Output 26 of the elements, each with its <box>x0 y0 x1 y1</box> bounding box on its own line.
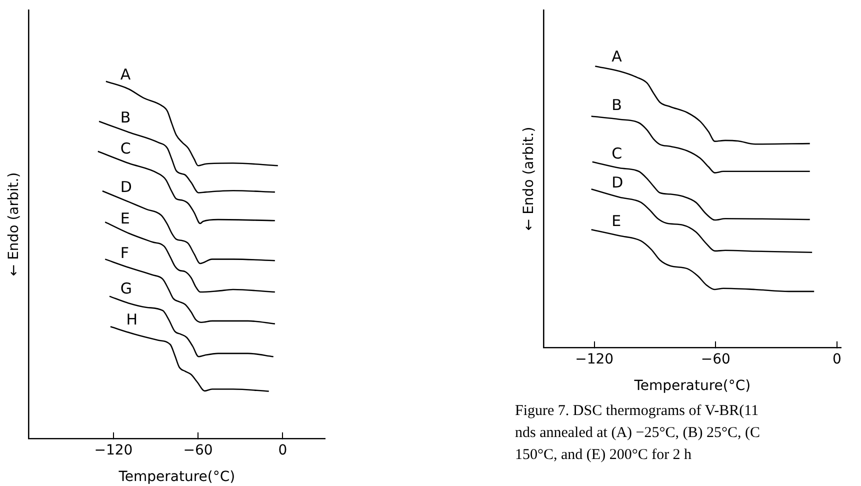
series-label: E <box>120 210 130 228</box>
series-label: B <box>612 96 622 114</box>
series-label: A <box>120 65 132 84</box>
series-label: F <box>120 244 130 262</box>
x-tick-label: −120 <box>575 351 614 368</box>
series-label: H <box>126 310 138 329</box>
text: 150°C, and (E) 200°C for 2 h <box>515 446 693 465</box>
series-label: G <box>120 279 132 298</box>
x-axis-title: Temperature(°C) <box>633 378 751 394</box>
x-axis-title: Temperature(°C) <box>118 469 236 486</box>
y-axis-title: ← Endo (arbit.) <box>521 126 538 231</box>
x-tick-label: −120 <box>94 442 133 458</box>
series-label: E <box>612 212 622 230</box>
series-label: C <box>612 144 622 162</box>
x-tick-label: −60 <box>700 351 730 368</box>
y-axis-title: ← Endo (arbit.) <box>6 172 22 276</box>
series-label: A <box>612 48 623 66</box>
series-label: D <box>120 178 132 196</box>
x-tick-label: −60 <box>183 442 213 458</box>
series-label: B <box>120 108 131 126</box>
x-tick-label: 0 <box>278 442 288 458</box>
series-label: D <box>612 174 624 192</box>
text: nds annealed at (A) −25°C, (B) 25°C, (C <box>515 424 761 443</box>
caption: Figure 7. DSC thermograms of V-BR(11 <box>515 402 760 421</box>
x-tick-label: 0 <box>832 351 842 368</box>
series-label: C <box>120 140 131 158</box>
